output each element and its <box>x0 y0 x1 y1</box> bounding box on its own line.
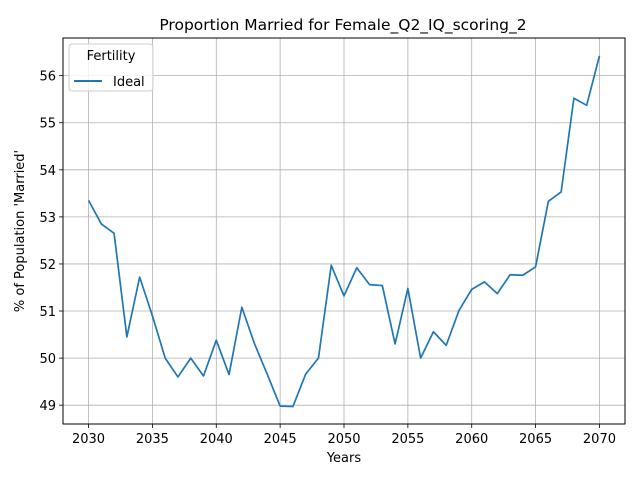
x-tick-label: 2050 <box>327 432 360 447</box>
y-tick-label: 52 <box>39 258 56 273</box>
x-tick-label: 2045 <box>264 432 297 447</box>
x-tick-label: 2070 <box>583 432 616 447</box>
y-tick-label: 55 <box>39 117 56 132</box>
legend-title: Fertility <box>87 49 136 64</box>
x-tick-label: 2060 <box>455 432 488 447</box>
y-axis-label: % of Population 'Married' <box>13 150 28 312</box>
plot-frame <box>62 37 626 425</box>
legend-box <box>68 43 154 92</box>
series-lines <box>87 55 601 408</box>
y-tick-label: 53 <box>39 211 56 226</box>
x-tick-label: 2030 <box>72 432 105 447</box>
series-line-ideal <box>87 55 601 408</box>
y-tick-label: 51 <box>39 305 56 320</box>
chart-title: Proportion Married for Female_Q2_IQ_scor… <box>159 16 526 35</box>
y-tick-label: 50 <box>39 352 56 367</box>
grid <box>63 38 625 424</box>
x-tick-label: 2035 <box>136 432 169 447</box>
y-tick-label: 54 <box>39 164 56 179</box>
x-tick-label: 2055 <box>391 432 424 447</box>
x-tick-label: 2040 <box>200 432 233 447</box>
y-tick-label: 56 <box>39 70 56 85</box>
y-tick-label: 49 <box>39 399 56 414</box>
axis-ticks: 2030 2035 2040 2045 2050 2055 2060 2065 2070 49 50… <box>39 70 616 447</box>
x-axis-label: Years <box>326 451 362 466</box>
x-tick-label: 2065 <box>519 432 552 447</box>
legend: Fertility Ideal <box>68 43 154 92</box>
legend-label-ideal: Ideal <box>113 75 145 90</box>
